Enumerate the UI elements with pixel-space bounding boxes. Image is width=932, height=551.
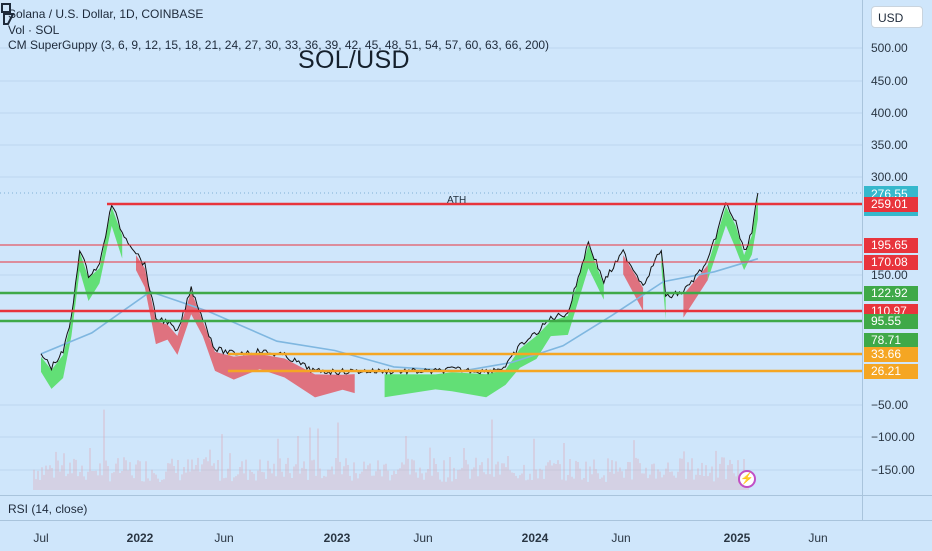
price-line [40, 192, 759, 376]
time-axis-label: Jun [808, 531, 828, 545]
chart-legend: Solana / U.S. Dollar, 1D, COINBASE Vol ·… [8, 7, 549, 54]
price-level-badge: 95.55 [864, 314, 918, 329]
price-tick-label: 450.00 [871, 74, 908, 88]
ma200-line [40, 257, 759, 373]
guppy-ribbon-bull [41, 207, 123, 389]
time-axis-label: Jun [214, 531, 234, 545]
price-tick-label: −50.00 [871, 398, 909, 412]
time-axis-label: Jul [33, 531, 49, 545]
indicator-line[interactable]: CM SuperGuppy (3, 6, 9, 12, 15, 18, 21, … [8, 38, 550, 52]
price-level-badge: 33.66 [864, 347, 918, 362]
price-tick-label: −150.00 [871, 463, 915, 477]
price-tick-label: 400.00 [871, 106, 908, 120]
guppy-ribbon-bull [661, 251, 666, 320]
tradingview-logo-icon[interactable] [0, 0, 18, 28]
time-axis-label: 2023 [323, 531, 351, 545]
time-axis-label: 2025 [723, 531, 751, 545]
guppy-ribbon-bear [136, 255, 355, 398]
guppy-ribbon-bear [683, 265, 708, 318]
price-tick-label: 350.00 [871, 138, 908, 152]
price-tick-label: −100.00 [871, 430, 915, 444]
rsi-axis [862, 495, 932, 521]
price-level-badge: 26.21 [864, 364, 918, 379]
time-axis-label: 2024 [521, 531, 549, 545]
price-level-badge: 170.08 [864, 255, 918, 270]
currency-selector[interactable]: USD [871, 6, 923, 28]
ath-label: ATH [447, 195, 467, 206]
price-axis[interactable]: USD 500.00 450.00 400.00 350.00 300.00 150.00… [862, 0, 932, 495]
time-axis[interactable]: Jul 2022 Jun 2023 Jun 2024 Jun 2025 Jun [0, 520, 932, 551]
price-level-badge: 122.92 [864, 286, 918, 301]
chart-plot-area[interactable]: Solana / U.S. Dollar, 1D, COINBASE Vol ·… [0, 0, 862, 495]
guppy-ribbon-bull [707, 196, 758, 281]
price-chart-svg [0, 47, 862, 490]
price-tick-label: 500.00 [871, 41, 908, 55]
time-axis-label: Jun [413, 531, 433, 545]
price-level-badge: 78.71 [864, 333, 918, 348]
rsi-pane[interactable]: RSI (14, close) [0, 495, 862, 521]
price-level-badge: 259.01 [864, 197, 918, 212]
volume-line[interactable]: Vol · SOL [8, 22, 60, 37]
chart-text-annotation: SOL/USD [298, 46, 410, 74]
time-axis-label: Jun [611, 531, 631, 545]
guppy-ribbon-bear [623, 255, 644, 311]
rsi-label: RSI (14, close) [8, 502, 88, 516]
price-tick-label: 150.00 [871, 268, 908, 282]
price-tick-label: 300.00 [871, 170, 908, 184]
lightning-icon[interactable]: ⚡ [738, 470, 756, 488]
time-axis-label: 2022 [126, 531, 154, 545]
symbol-line[interactable]: Solana / U.S. Dollar, 1D, COINBASE [8, 7, 204, 21]
price-level-badge: 195.65 [864, 238, 918, 253]
